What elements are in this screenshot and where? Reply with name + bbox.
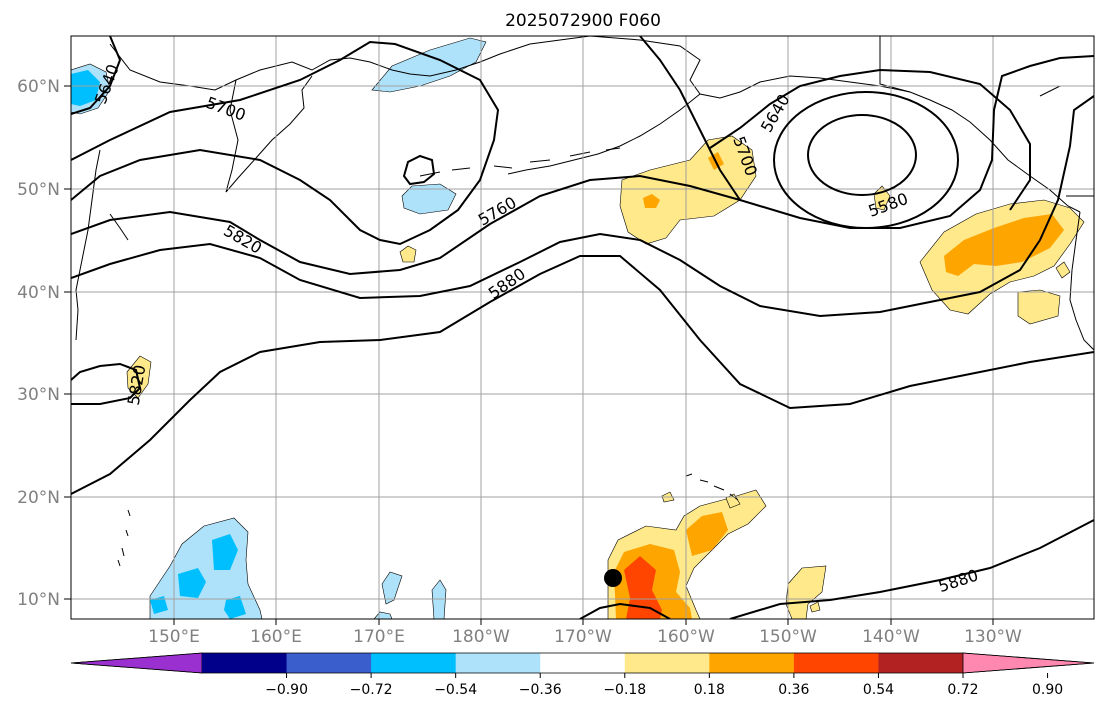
- lat-tick-label: 50°N: [17, 180, 60, 200]
- colorbar-tick-label: −0.54: [434, 682, 477, 698]
- colorbar: −0.90 −0.72 −0.54 −0.36 −0.18 0.18 0.36 0.54 0.7…: [70, 652, 1095, 698]
- contour-5580-ring: [807, 114, 917, 196]
- contour-5700-ak: [709, 68, 1031, 211]
- lat-tick-label: 60°N: [17, 77, 60, 97]
- colorbar-extend-high: [962, 652, 1095, 674]
- storm-center-dot: [604, 569, 622, 587]
- contour-5880-south: [579, 602, 671, 619]
- lon-tick-label: 160°E: [250, 627, 302, 647]
- contour-5820-main: [71, 95, 1094, 318]
- negative-anomaly-nw-core: [71, 70, 100, 106]
- lon-tick-label: 150°W: [759, 627, 817, 647]
- colorbar-segment: [624, 653, 710, 673]
- colorbar-segment: [793, 653, 879, 673]
- contour-5700-nw: [71, 40, 500, 246]
- contour-5880-central: [71, 255, 1094, 495]
- negative-anomaly-sw-core2: [178, 568, 206, 598]
- lat-tick-label: 30°N: [17, 385, 60, 405]
- contour-5640-ak: [639, 36, 741, 201]
- lon-tick-label: 170°W: [554, 627, 612, 647]
- height-contours: [71, 36, 1094, 619]
- positive-anomaly-hawaii-mid2: [686, 512, 728, 556]
- map-title: 2025072900 F060: [505, 11, 661, 31]
- colorbar-tick-label: −0.36: [519, 682, 562, 698]
- positive-anomaly-east-core: [944, 214, 1064, 276]
- lat-tick-label: 10°N: [17, 590, 60, 610]
- lon-tick-label: 150°E: [148, 627, 200, 647]
- positive-anomaly-west: [126, 355, 152, 399]
- lon-tick-label: 130°W: [964, 627, 1022, 647]
- negative-anomaly-small: [401, 183, 457, 215]
- colorbar-segment: [709, 653, 795, 673]
- colorbar-outline: [70, 652, 1095, 674]
- colorbar-segment: [540, 653, 626, 673]
- positive-anomaly-coast: [1017, 289, 1061, 325]
- colorbar-tick-label: −0.90: [265, 682, 308, 698]
- lon-tick-label: 170°E: [353, 627, 405, 647]
- negative-anomaly-sw-core1: [212, 534, 238, 570]
- contour-5640-nw: [71, 36, 122, 115]
- colorbar-segment: [371, 653, 457, 673]
- latitude-ticks: 60°N 50°N 40°N 30°N 20°N 10°N: [17, 77, 71, 610]
- colorbar-tick-label: 0.18: [694, 682, 725, 698]
- positive-anomaly-se-small: [809, 601, 821, 613]
- contour-5820-west: [71, 362, 142, 405]
- colorbar-tick-label: 0.90: [1032, 682, 1063, 698]
- lon-tick-label: 140°W: [862, 627, 920, 647]
- positive-anomaly-tiny: [399, 245, 417, 263]
- colorbar-tick-label: 0.36: [778, 682, 809, 698]
- colorbar-segment: [286, 653, 372, 673]
- lon-tick-label: 160°W: [657, 627, 715, 647]
- negative-anomaly-s1: [381, 571, 403, 605]
- positive-anomaly-hawaii-core: [624, 556, 662, 619]
- contour-5700-small: [402, 154, 436, 186]
- negative-anomaly-sw-core4: [150, 596, 168, 614]
- anomaly-shading: [71, 37, 1085, 619]
- plot-area: 5640 5700 5760 5820 5880 5820 5640 5700 …: [71, 36, 1094, 619]
- positive-anomaly-coast2: [1055, 261, 1071, 279]
- colorbar-segment: [878, 653, 964, 673]
- contour-5880-se: [729, 519, 1094, 619]
- lat-tick-label: 40°N: [17, 283, 60, 303]
- contour-5640-ring: [773, 91, 959, 229]
- colorbar-tick-label: 0.54: [863, 682, 894, 698]
- contour-5760: [71, 55, 1094, 276]
- longitude-ticks: 150°E 160°E 170°E 180°W 170°W 160°W 150°…: [148, 619, 1022, 647]
- lat-tick-label: 20°N: [17, 488, 60, 508]
- negative-anomaly-sw-core3: [224, 596, 246, 619]
- colorbar-segment: [202, 653, 288, 673]
- colorbar-extend-low: [70, 652, 203, 674]
- colorbar-tick-label: −0.72: [350, 682, 393, 698]
- positive-anomaly-aleutian-core: [643, 194, 660, 208]
- colorbar-tick-label: −0.18: [603, 682, 646, 698]
- graticule: [71, 36, 1094, 619]
- lon-tick-label: 180°W: [452, 627, 510, 647]
- colorbar-segment: [455, 653, 541, 673]
- colorbar-tick-label: 0.72: [947, 682, 978, 698]
